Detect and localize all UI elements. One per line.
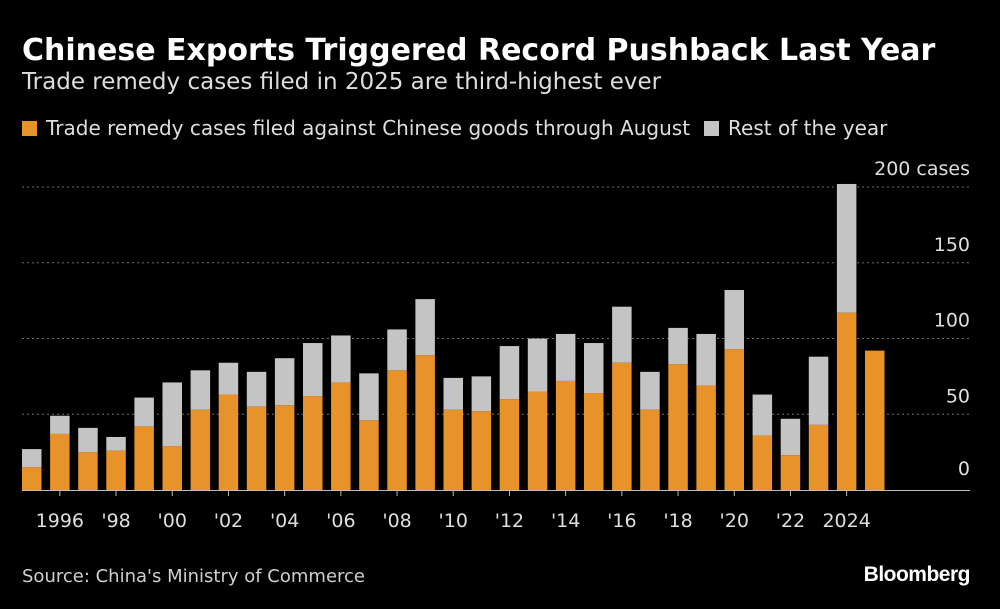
legend-label-rest-of-year: Rest of the year xyxy=(728,116,888,140)
bar-through-august-2020 xyxy=(724,349,744,490)
stacked-bar-chart: 0 50 100 150 200 cases 1996 '98 '00 '02 '04 '06 '08… xyxy=(22,158,970,532)
x-tick-label-2018: '18 xyxy=(663,510,692,532)
legend-item-through-august: Trade remedy cases filed against Chinese… xyxy=(22,116,690,140)
bar-rest-of-year-2017 xyxy=(640,371,660,410)
bar-through-august-2007 xyxy=(359,420,379,490)
legend-swatch-through-august xyxy=(22,120,37,136)
bar-rest-of-year-2009 xyxy=(415,299,435,356)
legend-swatch-rest-of-year xyxy=(704,120,720,136)
bar-through-august-2004 xyxy=(274,405,295,490)
bar-rest-of-year-2019 xyxy=(696,333,716,386)
legend-item-rest-of-year: Rest of the year xyxy=(704,116,887,140)
bar-through-august-2018 xyxy=(668,364,688,490)
bar-through-august-2014 xyxy=(555,380,576,490)
y-tick-label-50: 50 xyxy=(946,385,970,407)
bar-rest-of-year-2010 xyxy=(443,377,463,410)
bar-rest-of-year-2007 xyxy=(359,373,379,421)
bar-rest-of-year-2012 xyxy=(499,346,520,400)
bar-rest-of-year-2006 xyxy=(331,335,351,383)
bar-rest-of-year-2018 xyxy=(668,327,688,365)
bar-through-august-1998 xyxy=(106,450,126,490)
bar-through-august-2005 xyxy=(303,396,323,490)
bar-through-august-2006 xyxy=(331,382,351,490)
bar-through-august-2024 xyxy=(836,312,857,490)
bar-through-august-2021 xyxy=(752,435,773,490)
bar-through-august-2008 xyxy=(387,370,407,490)
bar-through-august-2016 xyxy=(612,362,632,490)
y-tick-label-0: 0 xyxy=(958,458,970,480)
bar-through-august-2011 xyxy=(471,411,492,490)
bar-rest-of-year-1996 xyxy=(50,415,70,434)
bar-through-august-2003 xyxy=(246,406,267,490)
x-tick-label-2016: '16 xyxy=(607,510,636,532)
source-note: Source: China's Ministry of Commerce xyxy=(22,566,365,587)
bar-rest-of-year-2022 xyxy=(780,418,801,456)
bar-through-august-2012 xyxy=(499,399,520,490)
bar-rest-of-year-2021 xyxy=(752,394,773,436)
bar-through-august-2010 xyxy=(443,409,463,490)
bar-through-august-2025 xyxy=(865,350,885,490)
x-tick-label-2004: '04 xyxy=(270,510,299,532)
bar-through-august-1997 xyxy=(78,452,98,490)
bar-through-august-2017 xyxy=(640,409,660,490)
bar-rest-of-year-2023 xyxy=(808,356,829,425)
legend-label-through-august: Trade remedy cases filed against Chinese… xyxy=(46,116,691,140)
bar-rest-of-year-2001 xyxy=(190,370,211,410)
x-tick-label-2014: '14 xyxy=(551,510,580,532)
bar-rest-of-year-2011 xyxy=(471,376,492,412)
bar-rest-of-year-2004 xyxy=(274,358,295,406)
bloomberg-logo: Bloomberg xyxy=(863,563,971,586)
x-tick-label-2024: 2024 xyxy=(822,510,870,532)
bar-rest-of-year-1997 xyxy=(78,427,98,453)
bar-rest-of-year-2008 xyxy=(387,329,407,371)
x-tick-label-2020: '20 xyxy=(720,510,749,532)
bar-rest-of-year-2005 xyxy=(303,343,323,397)
bar-rest-of-year-2015 xyxy=(584,343,604,394)
bar-through-august-2022 xyxy=(780,455,801,490)
bar-through-august-2013 xyxy=(527,391,548,490)
x-tick-label-1998: '98 xyxy=(101,510,130,532)
bar-through-august-2019 xyxy=(696,385,716,490)
bar-rest-of-year-2020 xyxy=(724,290,744,350)
x-tick-label-2006: '06 xyxy=(326,510,355,532)
x-tick-label-2000: '00 xyxy=(158,510,187,532)
y-tick-label-150: 150 xyxy=(934,234,970,256)
chart-title: Chinese Exports Triggered Record Pushbac… xyxy=(22,33,936,68)
bar-rest-of-year-2016 xyxy=(612,306,632,363)
legend: Trade remedy cases filed against Chinese… xyxy=(22,116,901,140)
x-tick-label-1996: 1996 xyxy=(36,510,84,532)
bar-rest-of-year-2002 xyxy=(218,362,239,395)
bar-rest-of-year-1999 xyxy=(134,397,154,427)
x-tick-label-2022: '22 xyxy=(776,510,805,532)
bar-through-august-2023 xyxy=(808,424,829,490)
bar-through-august-2009 xyxy=(415,355,435,490)
bar-rest-of-year-2024 xyxy=(836,183,857,313)
bar-rest-of-year-1995 xyxy=(22,449,42,468)
bar-through-august-1999 xyxy=(134,426,154,490)
bar-rest-of-year-2000 xyxy=(162,382,182,447)
y-tick-label-200: 200 cases xyxy=(874,158,970,180)
x-tick-label-2008: '08 xyxy=(382,510,411,532)
bar-rest-of-year-1998 xyxy=(106,436,126,451)
x-tick-label-2012: '12 xyxy=(495,510,524,532)
bar-through-august-2002 xyxy=(218,394,239,490)
x-tick-label-2010: '10 xyxy=(439,510,468,532)
y-tick-label-100: 100 xyxy=(934,310,970,332)
bar-through-august-1996 xyxy=(50,433,70,490)
bar-through-august-2001 xyxy=(190,409,211,490)
x-tick-label-2002: '02 xyxy=(214,510,243,532)
bar-rest-of-year-2014 xyxy=(555,333,576,381)
bar-through-august-1995 xyxy=(22,467,42,490)
bar-rest-of-year-2003 xyxy=(246,371,267,407)
bar-through-august-2000 xyxy=(162,446,182,490)
chart-subtitle: Trade remedy cases filed in 2025 are thi… xyxy=(22,69,662,95)
bar-rest-of-year-2013 xyxy=(527,338,548,392)
bar-through-august-2015 xyxy=(584,393,604,490)
